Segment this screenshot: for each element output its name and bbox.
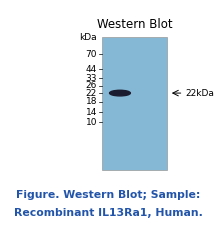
Text: 14: 14 [86, 108, 97, 117]
Text: 22kDa: 22kDa [186, 89, 214, 98]
Text: 70: 70 [85, 50, 97, 59]
Ellipse shape [110, 90, 130, 96]
Text: Recombinant IL13Ra1, Human.: Recombinant IL13Ra1, Human. [14, 208, 203, 218]
Text: Figure. Western Blot; Sample:: Figure. Western Blot; Sample: [16, 190, 201, 200]
Text: 44: 44 [86, 65, 97, 74]
Text: 18: 18 [85, 97, 97, 106]
Text: 33: 33 [85, 74, 97, 83]
Text: 10: 10 [85, 117, 97, 126]
Text: Western Blot: Western Blot [97, 18, 172, 32]
Text: kDa: kDa [79, 33, 97, 42]
Text: 22: 22 [86, 89, 97, 98]
Text: 26: 26 [86, 81, 97, 90]
Bar [102, 37, 167, 170]
